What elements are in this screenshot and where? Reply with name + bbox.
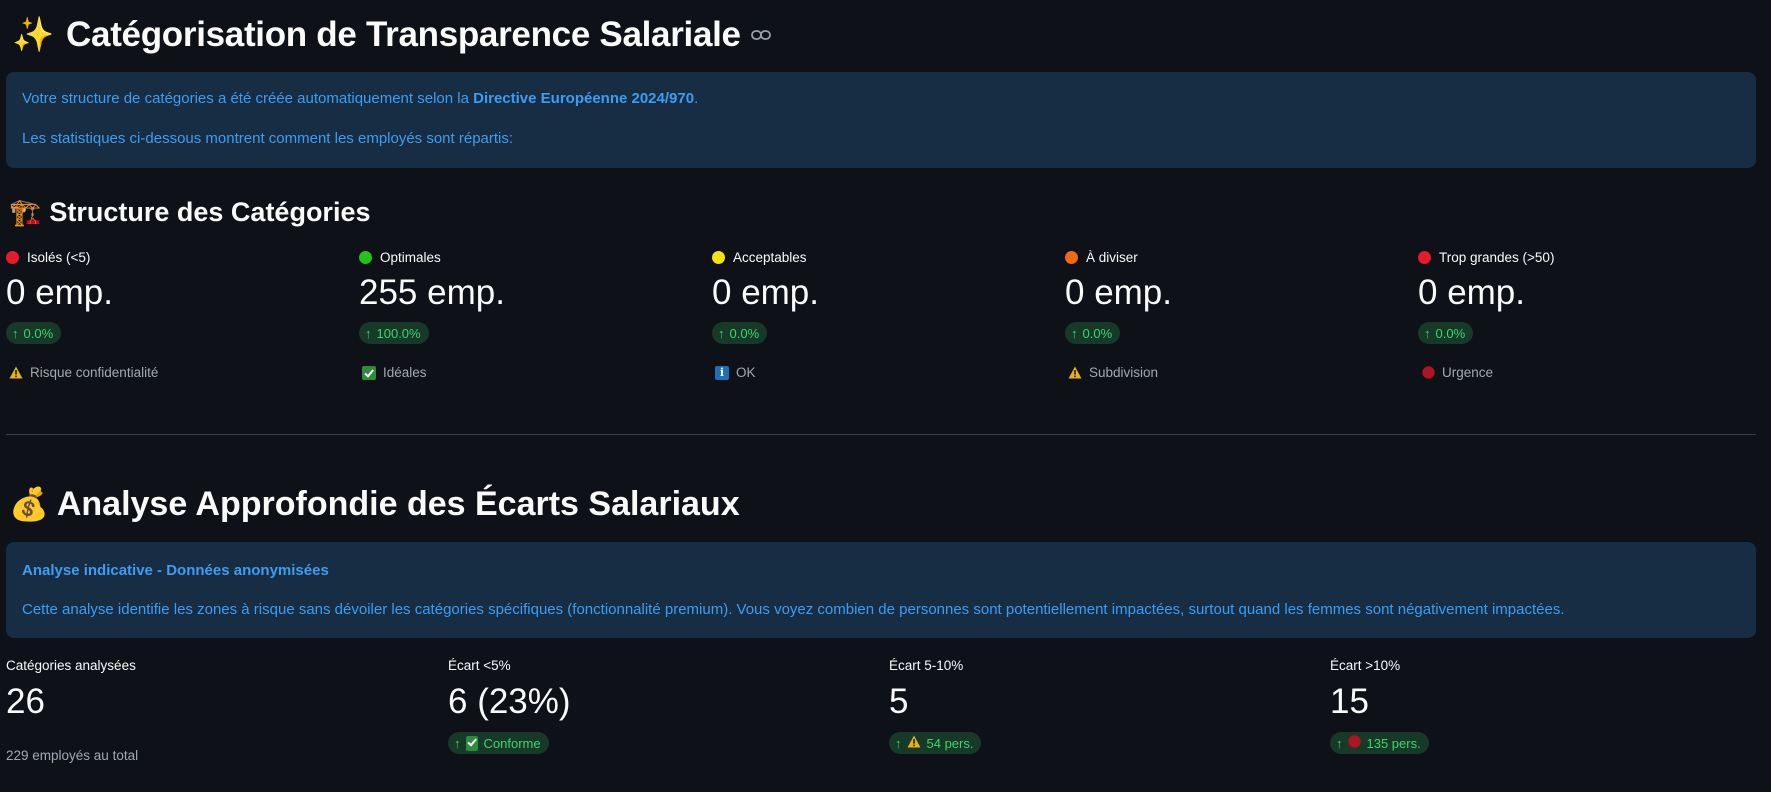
arrow-up-icon: ↑ [718,325,725,341]
status-dot-icon [6,251,19,264]
analysis-heading: 💰 Analyse Approfondie des Écarts Salaria… [9,482,740,526]
metric-caption: Risque confidentialité [9,365,158,380]
arrow-up-icon: ↑ [454,735,461,751]
metric-value: 15 [1330,682,1369,721]
metric-caption: Idéales [362,365,427,380]
arrow-up-icon: ↑ [1336,735,1343,751]
arrow-up-icon: ↑ [1071,325,1078,341]
arrow-up-icon: ↑ [895,735,902,751]
status-dot-icon [1065,251,1078,264]
intro-info-box: Votre structure de catégories a été créé… [6,72,1756,168]
warning-icon [9,366,23,380]
metric-value: 0 emp. [712,273,819,312]
metric-label-text: Acceptables [733,250,807,265]
metric-delta-text: 0.0% [729,325,760,341]
structure-heading-text: Structure des Catégories [49,196,371,227]
metric-value: 26 [6,682,45,721]
metric-value: 0 emp. [1418,273,1525,312]
metric-value: 0 emp. [6,273,113,312]
metric-label: Écart <5% [448,658,511,673]
metric-delta-text: 0.0% [23,325,54,341]
info-icon: i [715,365,729,380]
link-icon[interactable] [750,28,771,42]
money-bag-icon: 💰 [9,486,49,522]
arrow-up-icon: ↑ [12,325,19,341]
metric-value: 6 (23%) [448,682,571,721]
metric-label: Trop grandes (>50) [1418,250,1554,265]
intro-line-2: Les statistiques ci-dessous montrent com… [22,130,514,147]
metric-delta: ↑ 135 pers. [1330,732,1429,754]
metric-label: Écart 5-10% [889,658,964,673]
metric-label-text: Isolés (<5) [27,250,91,265]
arrow-up-icon: ↑ [1424,325,1431,341]
warning-icon [1068,366,1082,380]
analysis-info-box: Analyse indicative - Données anonymisées… [6,542,1756,638]
metric-delta-text: 0.0% [1435,325,1466,341]
analysis-heading-text: Analyse Approfondie des Écarts Salariaux [56,484,740,523]
directive-reference: Directive Européenne 2024/970 [473,90,695,107]
metric-delta-text: 100.0% [376,325,421,341]
metric-label: Acceptables [712,250,807,265]
metric-label-text: Trop grandes (>50) [1439,250,1555,265]
page-title: ✨ Catégorisation de Transparence Salaria… [12,10,771,60]
metric-caption-text: Subdivision [1089,365,1159,380]
analysis-box-text: Cette analyse identifie les zones à risq… [22,601,1565,618]
metric-label: Écart >10% [1330,658,1401,673]
metric-delta: ↑ Conforme [448,732,549,754]
crane-icon: 🏗️ [9,196,42,227]
metric-caption: 229 employés au total [6,748,139,763]
structure-heading: 🏗️ Structure des Catégories [9,194,370,230]
status-dot-icon [359,251,372,264]
intro-line-1: Votre structure de catégories a été créé… [22,90,698,107]
metric-delta: ↑ 0.0% [6,322,62,344]
metric-delta: ↑ 54 pers. [889,732,982,754]
metric-caption: i OK [715,365,756,380]
metric-delta: ↑ 0.0% [1418,322,1474,344]
section-divider [6,434,1756,435]
intro-line-1-prefix: Votre structure de catégories a été créé… [22,90,474,107]
metric-delta-text: 0.0% [1082,325,1113,341]
status-dot-icon [1418,251,1431,264]
check-icon [362,365,376,380]
metric-delta: ↑ 0.0% [1065,322,1121,344]
metric-label: Isolés (<5) [6,250,90,265]
metric-caption: Urgence [1421,365,1493,380]
metric-value: 5 [889,682,909,721]
metric-delta-text: Conforme [483,735,541,751]
intro-line-1-suffix: . [694,90,699,107]
metric-caption: Subdivision [1068,365,1158,380]
metric-delta: ↑ 0.0% [712,322,768,344]
page-title-text: Catégorisation de Transparence Salariale [66,15,741,54]
metric-value: 255 emp. [359,273,505,312]
red-circle-icon [1347,735,1361,751]
red-circle-icon [1421,366,1435,380]
metric-label-text: Optimales [380,250,441,265]
metric-label: À diviser [1065,250,1138,265]
metric-caption-text: Risque confidentialité [30,365,159,380]
metric-caption-text: Idéales [383,365,427,380]
metric-delta: ↑ 100.0% [359,322,429,344]
metric-label-text: À diviser [1086,250,1138,265]
check-icon [465,735,478,751]
metric-delta-text: 135 pers. [1366,735,1421,751]
metric-caption-text: OK [736,365,756,380]
metric-value: 0 emp. [1065,273,1172,312]
sparkles-icon: ✨ [12,16,55,54]
arrow-up-icon: ↑ [365,325,372,341]
analysis-box-title: Analyse indicative - Données anonymisées [22,562,329,579]
warning-icon [907,735,921,751]
metric-delta-text: 54 pers. [926,735,974,751]
metric-label: Optimales [359,250,441,265]
metric-label: Catégories analysées [6,658,136,673]
status-dot-icon [712,251,725,264]
metric-caption-text: Urgence [1442,365,1494,380]
